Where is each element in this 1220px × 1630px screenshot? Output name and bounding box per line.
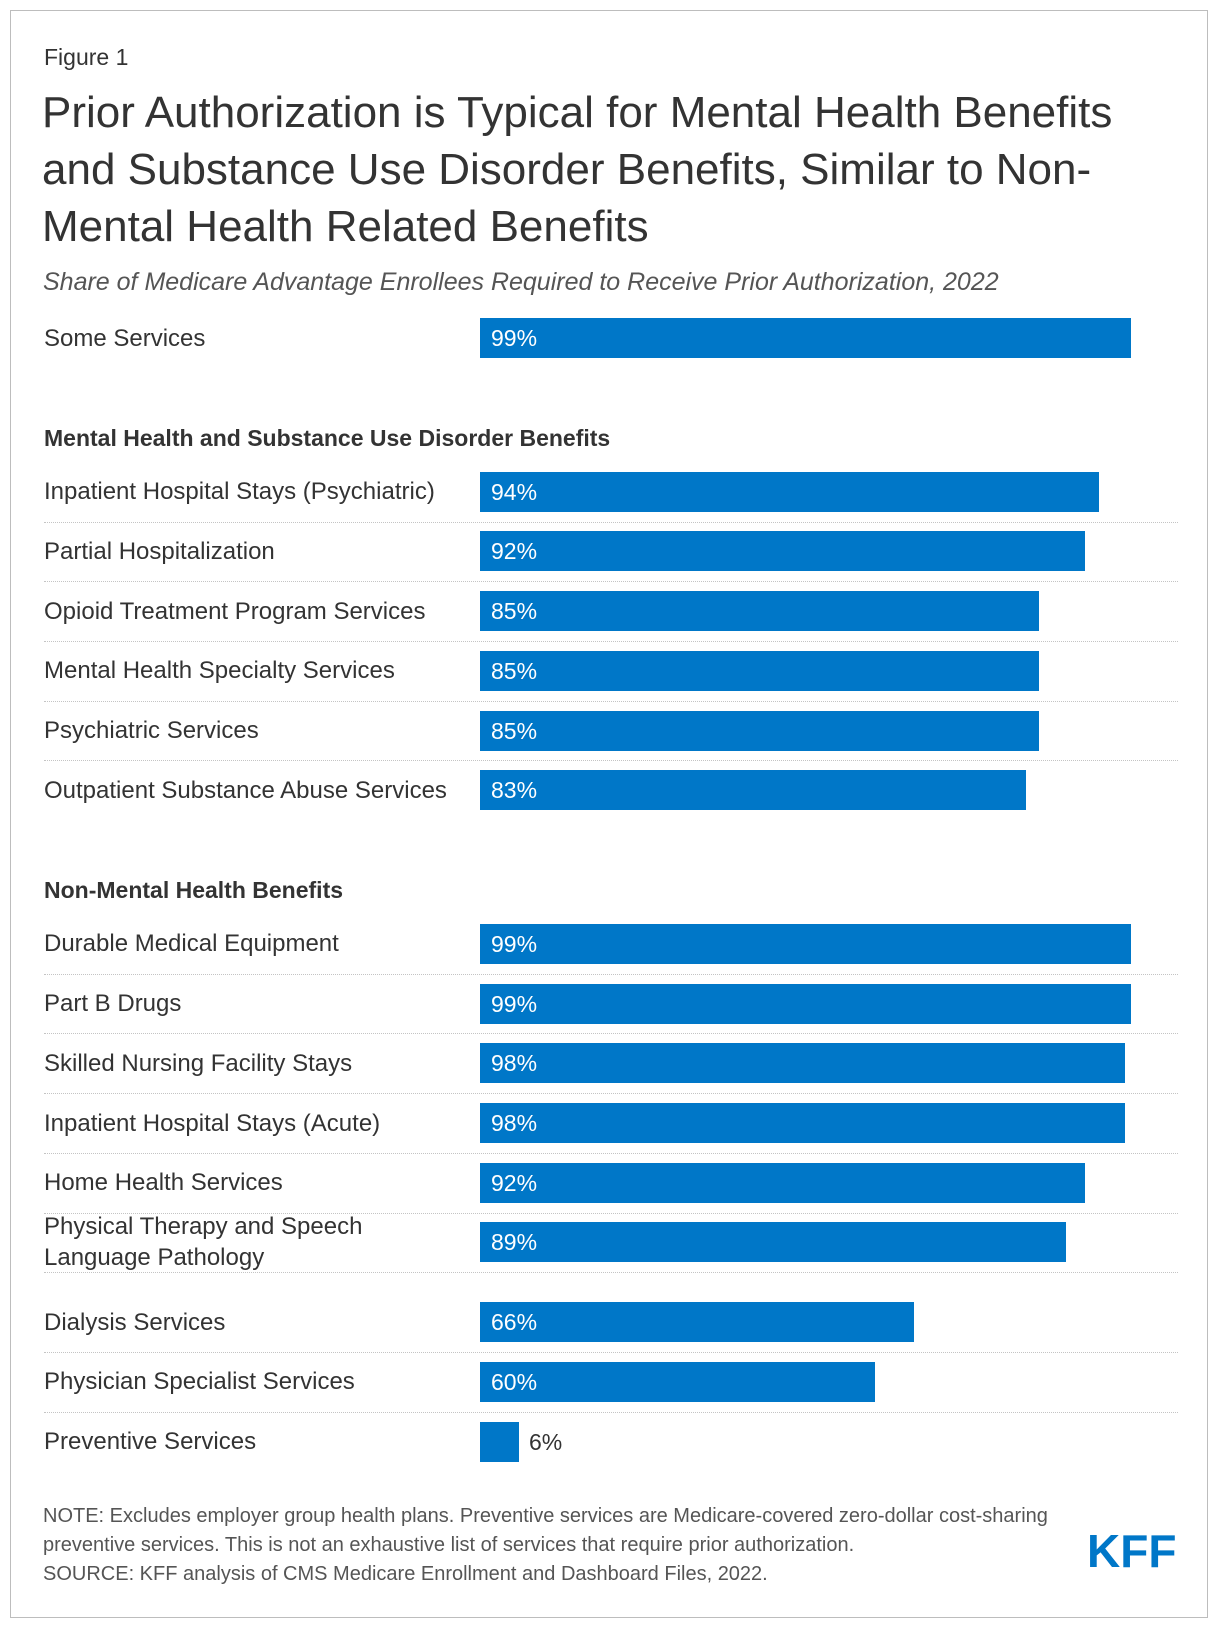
bar-value-label: 66%: [491, 1309, 538, 1336]
bar-value-label: 94%: [491, 478, 538, 505]
row-separator: [44, 1411, 1178, 1413]
row-separator: [44, 521, 1178, 523]
row-label: Inpatient Hospital Stays (Psychiatric): [44, 478, 435, 506]
bar: [480, 531, 1085, 572]
bar: [480, 1222, 1066, 1263]
bar: [480, 471, 1099, 512]
chart-notes: NOTE: Excludes employer group health pla…: [43, 1502, 1083, 1589]
row-label: Preventive Services: [44, 1428, 257, 1455]
bar-value-label: 85%: [491, 657, 538, 684]
bar: [480, 983, 1131, 1024]
row-label: Outpatient Substance Abuse Services: [44, 776, 447, 804]
bar-value-label: 85%: [491, 598, 538, 625]
bar-value-label: 83%: [491, 777, 538, 804]
bar-value-label: 60%: [491, 1368, 538, 1395]
row-label: Dialysis Services: [44, 1308, 226, 1336]
row-separator: [44, 1351, 1178, 1353]
note-text: NOTE: Excludes employer group health pla…: [43, 1505, 1048, 1556]
figure-frame: [10, 10, 1208, 1618]
row-separator: [44, 973, 1178, 975]
bar: [480, 923, 1131, 964]
chart-subtitle: Share of Medicare Advantage Enrollees Re…: [43, 268, 999, 296]
row-label: Some Services: [44, 324, 206, 352]
row-separator: [44, 1272, 1178, 1274]
bar-value-label: 6%: [529, 1428, 563, 1455]
bar: [480, 1302, 914, 1343]
bar-value-label: 99%: [491, 930, 538, 957]
source-text: SOURCE: KFF analysis of CMS Medicare Enr…: [43, 1563, 768, 1585]
row-label: Opioid Treatment Program Services: [44, 597, 426, 625]
row-label: Part B Drugs: [44, 990, 182, 1018]
row-label: Durable Medical Equipment: [44, 930, 339, 958]
row-separator: [44, 1093, 1178, 1095]
row-separator: [44, 1152, 1178, 1154]
bar-value-label: 98%: [491, 1050, 538, 1077]
section-heading: Mental Health and Substance Use Disorder…: [44, 424, 611, 451]
bar: [480, 591, 1039, 632]
section-heading: Non-Mental Health Benefits: [44, 876, 344, 903]
row-label: Physician Specialist Services: [44, 1368, 355, 1396]
row-separator: [44, 581, 1178, 583]
bar: [480, 710, 1039, 751]
bar: [480, 770, 1026, 811]
row-separator: [44, 640, 1178, 642]
figure-label: Figure 1: [44, 44, 129, 70]
bar: [480, 1421, 519, 1462]
row-separator: [44, 760, 1178, 762]
bar-value-label: 99%: [491, 990, 538, 1017]
bar: [480, 318, 1131, 358]
bar: [480, 1103, 1125, 1143]
bar-value-label: 92%: [491, 1169, 538, 1196]
row-label: Skilled Nursing Facility Stays: [44, 1049, 353, 1077]
kff-logo-text: KFF: [1087, 1527, 1176, 1573]
row-separator: [44, 1033, 1178, 1035]
bar-value-label: 89%: [491, 1229, 538, 1256]
chart-title: Prior Authorization is Typical for Menta…: [42, 88, 1113, 251]
row-label: Home Health Services: [44, 1169, 283, 1197]
bar: [480, 650, 1039, 691]
bar: [480, 1162, 1085, 1203]
row-label: Inpatient Hospital Stays (Acute): [44, 1109, 381, 1137]
bar-value-label: 99%: [491, 325, 538, 351]
kff-logo: KFF: [1087, 1527, 1176, 1573]
row-label: Mental Health Specialty Services: [44, 657, 395, 685]
row-label: Partial Hospitalization: [44, 537, 275, 565]
bar-value-label: 85%: [491, 717, 538, 744]
bar-value-label: 92%: [491, 538, 538, 565]
bar: [480, 1361, 875, 1402]
bar-value-label: 98%: [491, 1110, 538, 1136]
row-separator: [44, 700, 1178, 702]
row-label: Physical Therapy and Speech Language Pat…: [44, 1213, 363, 1272]
row-label: Psychiatric Services: [44, 717, 259, 744]
row-separator: [44, 1212, 1178, 1214]
bar: [480, 1043, 1125, 1084]
